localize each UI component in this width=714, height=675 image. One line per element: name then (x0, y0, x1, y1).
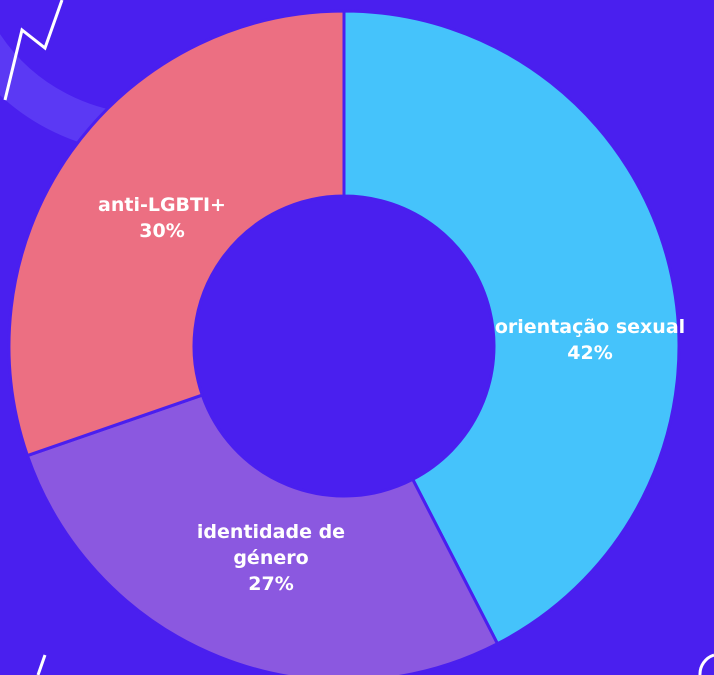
donut-slice (25, 393, 500, 675)
decor-curve (698, 653, 714, 675)
donut-slice (7, 9, 346, 458)
donut (7, 9, 681, 675)
donut-slice (342, 9, 681, 646)
slice-label: orientação sexual 42% (495, 314, 685, 366)
slice-label: anti-LGBTI+ 30% (98, 192, 226, 244)
category-label: orientação sexual (494, 316, 686, 338)
decor-line (36, 654, 47, 675)
value-label: 42% (567, 342, 613, 364)
decor-squiggle (3, 0, 64, 101)
category-label: identidade de género (196, 521, 346, 569)
category-label: anti-LGBTI+ (98, 194, 226, 216)
value-label: 30% (139, 220, 185, 242)
slice-label: identidade de género 27% (171, 519, 371, 597)
value-label: 27% (248, 573, 294, 595)
